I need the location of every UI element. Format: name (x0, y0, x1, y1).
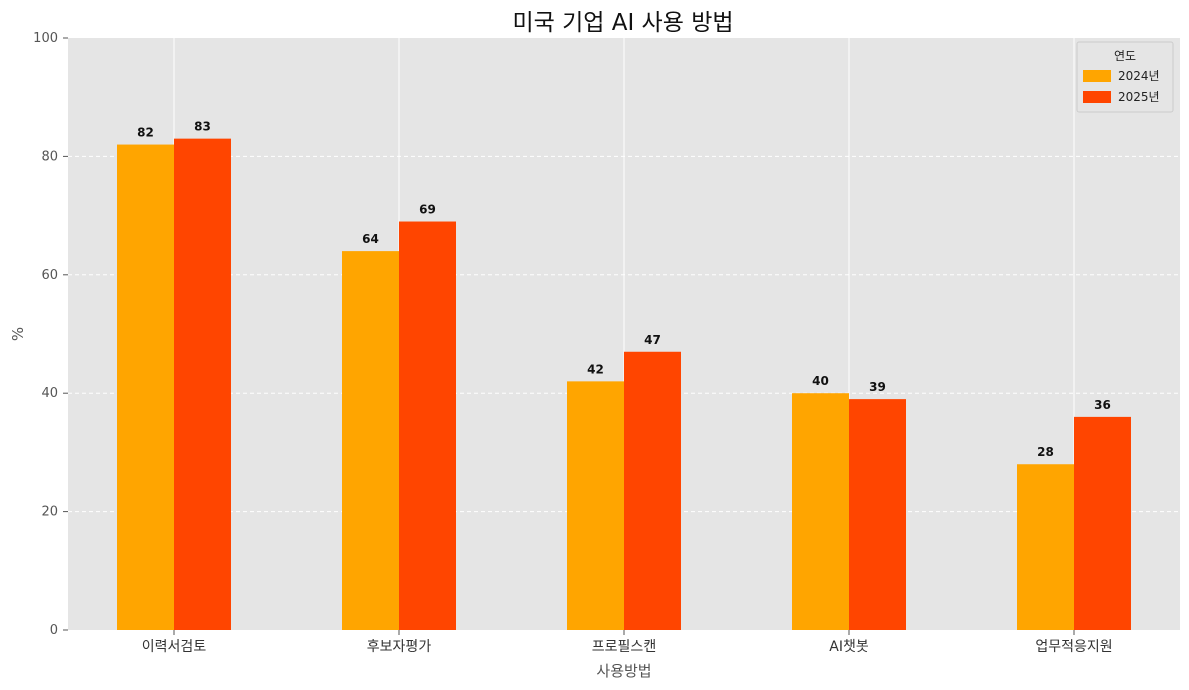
legend-entry: 2025년 (1118, 90, 1160, 104)
y-tick-label: 80 (41, 149, 58, 164)
bars (117, 138, 1131, 630)
y-tick-label: 20 (41, 505, 58, 520)
legend-entry: 2024년 (1118, 69, 1160, 83)
bar-value-label: 36 (1094, 398, 1111, 412)
x-axis-ticks: 이력서검토 후보자평가 프로필스캔 AI챗봇 업무적응지원 (142, 630, 1113, 655)
bar-labels: 82 83 64 69 42 47 40 39 28 36 (137, 120, 1111, 460)
bar-value-label: 83 (194, 120, 211, 134)
bar-value-label: 69 (419, 203, 436, 217)
bar-value-label: 64 (362, 232, 379, 246)
bar-value-label: 39 (869, 380, 886, 394)
y-axis-ticks: 0 20 40 60 80 100 (33, 31, 68, 638)
bar (567, 381, 624, 630)
bar (399, 221, 456, 630)
x-tick-label: 이력서검토 (142, 639, 207, 655)
x-tick-label: 업무적응지원 (1035, 639, 1112, 655)
bar (792, 393, 849, 630)
x-axis-label: 사용방법 (596, 662, 651, 680)
bar-value-label: 47 (644, 333, 661, 347)
y-tick-label: 100 (33, 31, 58, 46)
y-tick-label: 40 (41, 386, 58, 401)
bar (624, 351, 681, 630)
bar (849, 399, 906, 630)
y-tick-label: 0 (50, 623, 58, 638)
legend-title: 연도 (1114, 49, 1136, 63)
legend-swatch (1083, 70, 1111, 82)
bar (342, 251, 399, 630)
bar (1017, 464, 1074, 630)
y-tick-label: 60 (41, 268, 58, 283)
bar-value-label: 42 (587, 362, 604, 376)
bar (117, 144, 174, 630)
x-tick-label: 프로필스캔 (592, 639, 656, 655)
chart-title: 미국 기업 AI 사용 방법 (512, 10, 733, 36)
bar (174, 138, 231, 630)
bar-value-label: 28 (1037, 445, 1054, 459)
legend: 연도 2024년 2025년 (1076, 41, 1174, 113)
bar-value-label: 82 (137, 126, 154, 140)
y-axis-label: % (9, 327, 27, 341)
bar-value-label: 40 (812, 374, 829, 388)
bar (1074, 416, 1131, 630)
legend-swatch (1083, 91, 1111, 103)
x-tick-label: AI챗봇 (829, 639, 869, 655)
x-tick-label: 후보자평가 (367, 639, 432, 655)
